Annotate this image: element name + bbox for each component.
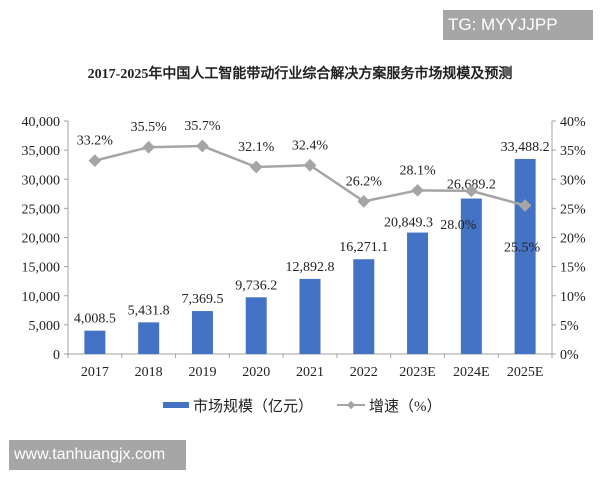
line-value-label: 28.0% bbox=[440, 218, 477, 233]
right-tick-label: 15% bbox=[560, 261, 586, 276]
left-tick-label: 35,000 bbox=[22, 144, 61, 159]
bar bbox=[407, 232, 429, 354]
bar-value-label: 33,488.2 bbox=[501, 140, 550, 155]
x-tick-label: 2019 bbox=[188, 365, 216, 380]
x-tick-label: 2021 bbox=[296, 365, 324, 380]
line-value-label: 32.1% bbox=[238, 140, 275, 155]
line-value-label: 26.2% bbox=[346, 174, 383, 189]
bar-value-label: 16,271.1 bbox=[339, 240, 388, 255]
x-tick-label: 2023E bbox=[399, 365, 436, 380]
line-marker bbox=[142, 140, 156, 154]
right-tick-label: 30% bbox=[560, 173, 586, 188]
x-tick-label: 2024E bbox=[453, 365, 490, 380]
bar-value-label: 20,849.3 bbox=[384, 216, 433, 231]
legend-bar-label: 市场规模（亿元） bbox=[193, 398, 313, 415]
line-value-label: 25.5% bbox=[504, 240, 541, 255]
x-tick-label: 2025E bbox=[507, 365, 544, 380]
left-tick-label: 5,000 bbox=[29, 319, 61, 334]
x-tick-label: 2020 bbox=[242, 365, 270, 380]
left-tick-label: 30,000 bbox=[22, 173, 61, 188]
line-marker bbox=[411, 183, 424, 197]
right-tick-label: 10% bbox=[560, 290, 586, 305]
growth-line bbox=[94, 144, 526, 207]
left-tick-label: 20,000 bbox=[22, 232, 61, 247]
line-value-label: 32.4% bbox=[292, 138, 329, 153]
bar bbox=[84, 330, 106, 354]
watermark-top: TG: MYYJJPP bbox=[443, 10, 593, 40]
bar bbox=[138, 322, 160, 354]
right-tick-label: 5% bbox=[560, 319, 579, 334]
line-marker bbox=[88, 154, 102, 167]
x-tick-label: 2017 bbox=[81, 365, 109, 380]
bar-value-label: 5,431.8 bbox=[128, 303, 170, 318]
legend-bar-swatch bbox=[163, 402, 189, 408]
bar-value-label: 12,892.8 bbox=[286, 260, 335, 275]
line-value-label: 35.5% bbox=[131, 120, 168, 135]
right-tick-label: 40% bbox=[560, 115, 586, 130]
right-tick-label: 35% bbox=[560, 144, 586, 159]
bar bbox=[299, 278, 321, 354]
chart-title: 2017-2025年中国人工智能带动行业综合解决方案服务市场规模及预测 bbox=[87, 67, 513, 82]
right-tick-label: 0% bbox=[560, 348, 579, 363]
line-value-label: 33.2% bbox=[77, 134, 114, 149]
bar-value-label: 9,736.2 bbox=[235, 278, 277, 293]
chart-area: 0 5,000 10,000 15,000 20,000 25,000 30,000 35,0… bbox=[22, 115, 587, 415]
left-tick-label: 25,000 bbox=[22, 202, 61, 217]
bar-value-label: 4,008.5 bbox=[74, 312, 116, 327]
line-marker bbox=[249, 160, 263, 174]
line-value-label: 35.7% bbox=[184, 119, 221, 134]
line-marker bbox=[196, 139, 209, 153]
legend-line-label: 增速（%） bbox=[369, 398, 442, 415]
bar bbox=[245, 297, 267, 354]
bar bbox=[460, 198, 482, 354]
right-tick-label: 25% bbox=[560, 202, 586, 217]
left-tick-label: 40,000 bbox=[22, 115, 61, 130]
line-value-label: 28.1% bbox=[399, 163, 436, 178]
bar-value-label: 7,369.5 bbox=[181, 292, 223, 307]
bar bbox=[353, 259, 375, 354]
line-marker bbox=[357, 195, 371, 208]
left-tick-label: 0 bbox=[53, 348, 60, 363]
left-tick-label: 10,000 bbox=[22, 290, 61, 305]
x-tick-label: 2018 bbox=[135, 365, 163, 380]
right-tick-label: 20% bbox=[560, 232, 586, 247]
x-tick-label: 2022 bbox=[350, 365, 378, 380]
watermark-bottom: www.tanhuangjx.com bbox=[9, 440, 186, 470]
bar bbox=[191, 311, 213, 354]
left-tick-label: 15,000 bbox=[22, 261, 61, 276]
line-marker bbox=[303, 158, 317, 172]
bar bbox=[514, 158, 536, 354]
line-marker bbox=[464, 184, 478, 198]
